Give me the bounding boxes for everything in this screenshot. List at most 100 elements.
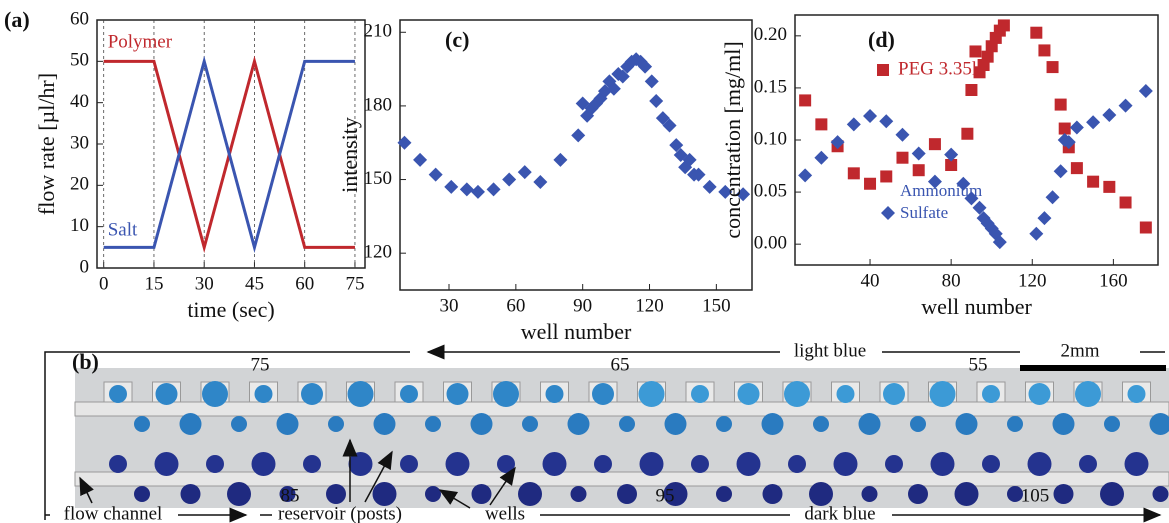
drop [251,452,276,476]
wells [103,381,1169,506]
plot-frame [399,19,753,291]
y-axis-label: flow rate [µl/hr] [34,73,59,215]
drop [179,413,202,435]
drop [813,416,829,432]
y-axis-label: concentration [mg/ml] [720,41,745,238]
point [428,167,443,182]
point [1119,196,1132,209]
point [691,167,706,182]
point [644,74,659,89]
point [846,117,861,132]
drop [594,455,612,473]
point [992,235,1007,250]
point [615,69,630,84]
drop [1152,486,1169,502]
point [956,176,971,191]
drop [762,484,783,504]
drop [716,416,732,432]
y-tick-label: 40 [70,91,89,112]
drop [929,381,956,407]
point [945,159,958,171]
point [1087,175,1100,188]
x-tick-label: 30 [195,273,214,294]
x-tick-label: 60 [295,273,314,294]
drop [372,482,397,506]
point [1054,98,1067,111]
point [997,19,1010,32]
x-tick-label: 40 [861,270,880,291]
drop [154,452,179,476]
point [702,179,717,194]
point [964,191,979,206]
point [1070,162,1083,175]
x-tick-label: 160 [1099,270,1128,291]
drop [1104,416,1120,432]
drop [276,413,299,435]
point [1038,44,1051,57]
point [1086,115,1101,130]
point [972,200,987,215]
x-tick-label: 120 [1018,270,1047,291]
well-number: 75 [251,354,270,375]
point [682,152,697,167]
well-number: 65 [611,354,630,375]
drop [809,482,833,506]
arrow-label: light blue [794,340,866,361]
drop [134,486,150,502]
drop [1007,416,1023,432]
y-tick-label: 0 [80,256,90,277]
annotation: wells [485,503,525,523]
point [1046,61,1059,74]
drop [493,381,519,407]
drop [400,385,418,403]
drop [716,486,732,502]
point [444,179,459,194]
series-line [103,55,355,254]
drop [522,416,538,432]
point [895,127,910,142]
legend-marker [877,64,889,76]
drop [1127,385,1146,403]
point [989,31,1002,44]
point [896,151,909,164]
drop [885,455,903,473]
point [736,187,751,202]
drop [663,482,688,506]
drop [400,455,418,473]
point [981,50,994,63]
drop [180,484,201,504]
drop [736,452,761,476]
drop [1124,452,1149,476]
drop [982,455,1000,473]
point [638,59,653,74]
point [1139,221,1152,234]
drop [955,413,978,435]
drop [619,416,635,432]
drop [109,385,127,403]
y-tick-label: 20 [70,174,89,195]
point [911,146,926,161]
drop [691,455,709,473]
point [969,45,982,58]
point [502,172,517,187]
point [571,128,586,143]
drop [279,486,296,502]
x-tick-label: 120 [635,295,664,316]
drop [1007,486,1023,502]
series-label: Salt [108,220,138,241]
drop [639,452,664,476]
drop [567,413,590,435]
arrow-label: dark blue [804,503,875,523]
point [815,118,828,131]
panel-label: (d) [868,27,895,52]
point [655,111,670,126]
x-tick-label: 60 [506,295,525,316]
drop [545,385,564,403]
point [553,152,568,167]
flow-channel [74,401,1169,417]
drop [570,486,587,502]
point [1053,164,1068,179]
point [1118,98,1133,113]
